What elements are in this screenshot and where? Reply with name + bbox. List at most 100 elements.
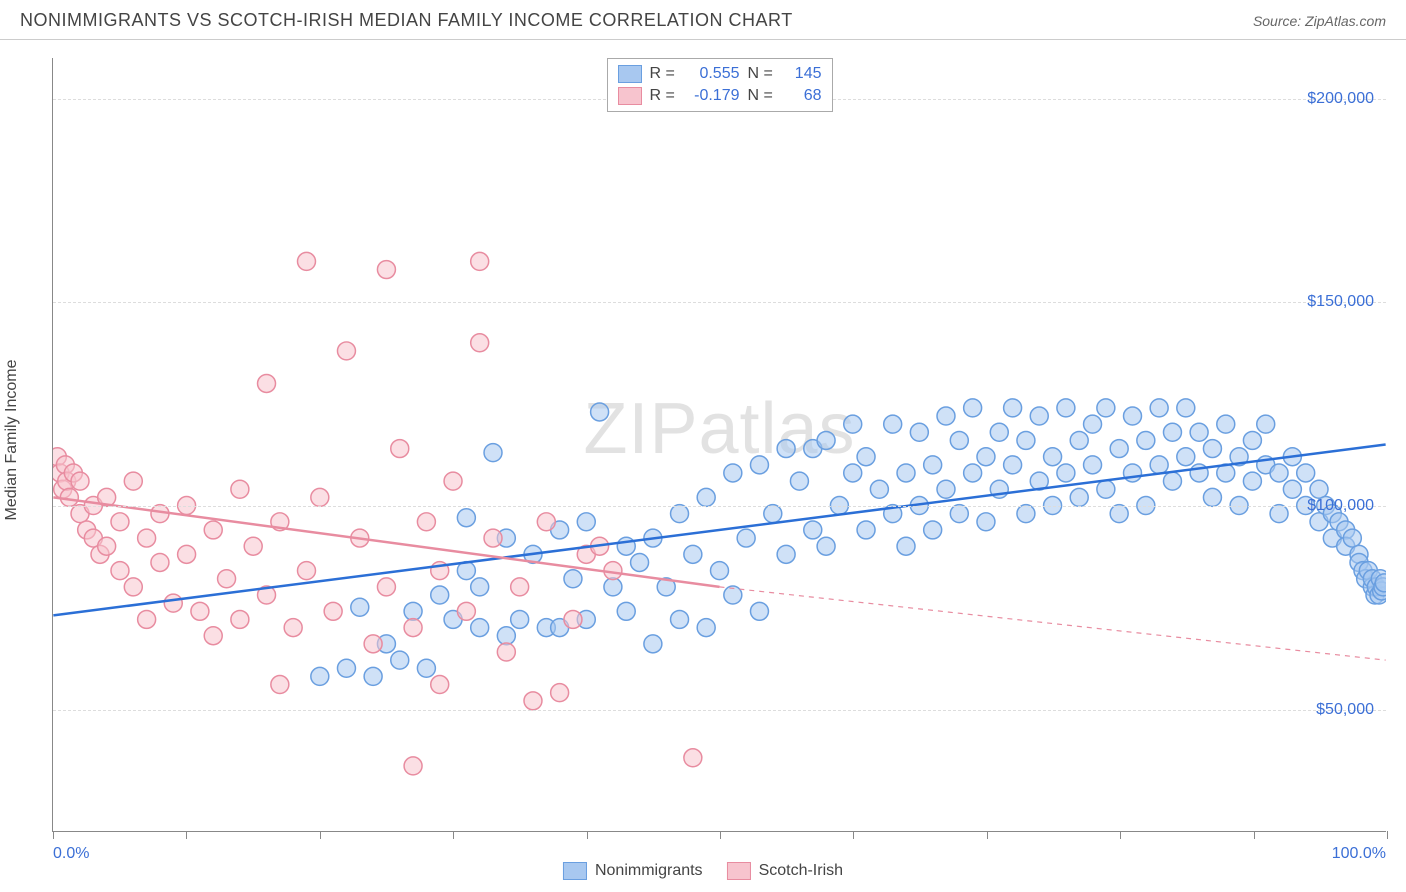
data-point — [391, 651, 409, 669]
data-point — [1097, 480, 1115, 498]
data-point — [750, 456, 768, 474]
data-point — [1044, 448, 1062, 466]
data-point — [1270, 505, 1288, 523]
data-point — [497, 643, 515, 661]
data-point — [697, 488, 715, 506]
data-point — [977, 513, 995, 531]
grid-line — [53, 302, 1386, 303]
data-point — [151, 553, 169, 571]
grid-line — [53, 506, 1386, 507]
data-point — [777, 440, 795, 458]
data-point — [524, 692, 542, 710]
source-label: Source: ZipAtlas.com — [1253, 13, 1386, 29]
data-point — [1070, 431, 1088, 449]
data-point — [431, 586, 449, 604]
data-point — [271, 676, 289, 694]
data-point — [1283, 480, 1301, 498]
data-point — [98, 537, 116, 555]
data-point — [964, 399, 982, 417]
data-point — [870, 480, 888, 498]
trend-line — [53, 445, 1385, 616]
data-point — [1110, 505, 1128, 523]
data-point — [1057, 399, 1075, 417]
data-point — [924, 456, 942, 474]
data-point — [138, 529, 156, 547]
stats-legend-row: R = -0.179 N = 68 — [618, 85, 822, 107]
data-point — [897, 464, 915, 482]
data-point — [737, 529, 755, 547]
data-point — [311, 667, 329, 685]
legend-item: Scotch-Irish — [727, 862, 843, 880]
data-point — [364, 667, 382, 685]
data-point — [924, 521, 942, 539]
r-value: 0.555 — [686, 65, 740, 83]
data-point — [417, 513, 435, 531]
data-point — [511, 610, 529, 628]
data-point — [471, 334, 489, 352]
x-tick-label-min: 0.0% — [53, 845, 89, 863]
data-point — [1310, 480, 1328, 498]
data-point — [1017, 505, 1035, 523]
legend-swatch — [563, 862, 587, 880]
data-point — [551, 684, 569, 702]
data-point — [471, 578, 489, 596]
data-point — [1190, 423, 1208, 441]
y-axis-label: Median Family Income — [3, 360, 21, 521]
data-point — [497, 627, 515, 645]
legend-swatch — [727, 862, 751, 880]
data-point — [857, 521, 875, 539]
y-tick-label: $150,000 — [1307, 293, 1374, 311]
data-point — [471, 252, 489, 270]
data-point — [777, 545, 795, 563]
stats-legend-row: R = 0.555 N = 145 — [618, 63, 822, 85]
data-point — [537, 513, 555, 531]
data-point — [950, 431, 968, 449]
data-point — [964, 464, 982, 482]
data-point — [644, 635, 662, 653]
data-point — [1004, 399, 1022, 417]
data-point — [1270, 464, 1288, 482]
data-point — [284, 619, 302, 637]
data-point — [990, 423, 1008, 441]
data-point — [417, 659, 435, 677]
data-point — [471, 619, 489, 637]
data-point — [790, 472, 808, 490]
x-tick-label-max: 100.0% — [1332, 845, 1386, 863]
data-point — [804, 521, 822, 539]
data-point — [337, 659, 355, 677]
n-label: N = — [748, 87, 776, 105]
data-point — [1150, 399, 1168, 417]
data-point — [337, 342, 355, 360]
data-point — [298, 252, 316, 270]
data-point — [404, 757, 422, 775]
legend-label: Scotch-Irish — [759, 862, 843, 880]
data-point — [1084, 456, 1102, 474]
y-tick-label: $50,000 — [1316, 701, 1374, 719]
data-point — [817, 431, 835, 449]
data-point — [1375, 574, 1386, 592]
data-point — [724, 464, 742, 482]
n-value: 145 — [784, 65, 822, 83]
data-point — [298, 562, 316, 580]
data-point — [844, 464, 862, 482]
data-point — [937, 407, 955, 425]
data-point — [364, 635, 382, 653]
data-point — [244, 537, 262, 555]
data-point — [391, 440, 409, 458]
data-point — [204, 521, 222, 539]
data-point — [671, 610, 689, 628]
data-point — [218, 570, 236, 588]
data-point — [60, 488, 78, 506]
data-point — [817, 537, 835, 555]
data-point — [204, 627, 222, 645]
data-point — [351, 598, 369, 616]
data-point — [178, 545, 196, 563]
data-point — [1297, 464, 1315, 482]
data-point — [1257, 415, 1275, 433]
data-point — [1217, 415, 1235, 433]
data-point — [431, 676, 449, 694]
data-point — [1004, 456, 1022, 474]
legend-item: Nonimmigrants — [563, 862, 703, 880]
x-tick — [320, 831, 321, 839]
data-point — [404, 602, 422, 620]
